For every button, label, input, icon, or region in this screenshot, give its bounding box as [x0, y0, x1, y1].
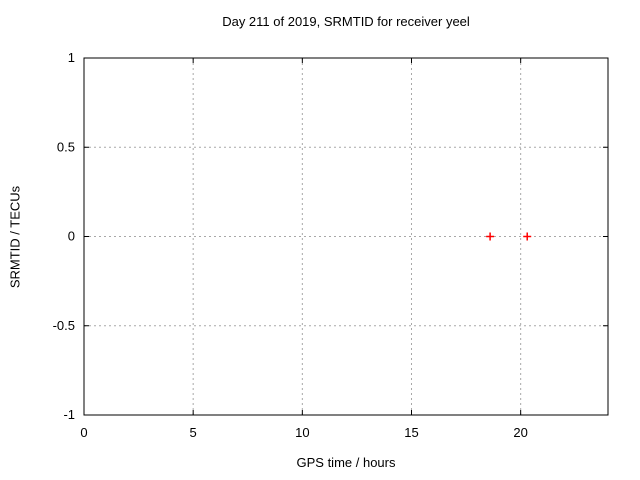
y-tick-label: 0.5	[57, 139, 75, 154]
y-tick-label: 0	[68, 229, 75, 244]
y-axis-label: SRMTID / TECUs	[7, 185, 23, 289]
x-tick-label: 5	[190, 425, 197, 440]
chart-title: Day 211 of 2019, SRMTID for receiver yee…	[222, 14, 470, 29]
x-tick-label: 10	[295, 425, 309, 440]
x-tick-label: 15	[404, 425, 418, 440]
x-axis-label: GPS time / hours	[296, 455, 396, 470]
x-tick-label: 0	[80, 425, 87, 440]
y-tick-label: -0.5	[53, 318, 75, 333]
y-tick-label: 1	[68, 50, 75, 65]
x-tick-label: 20	[513, 425, 527, 440]
y-tick-label: -1	[63, 407, 75, 422]
